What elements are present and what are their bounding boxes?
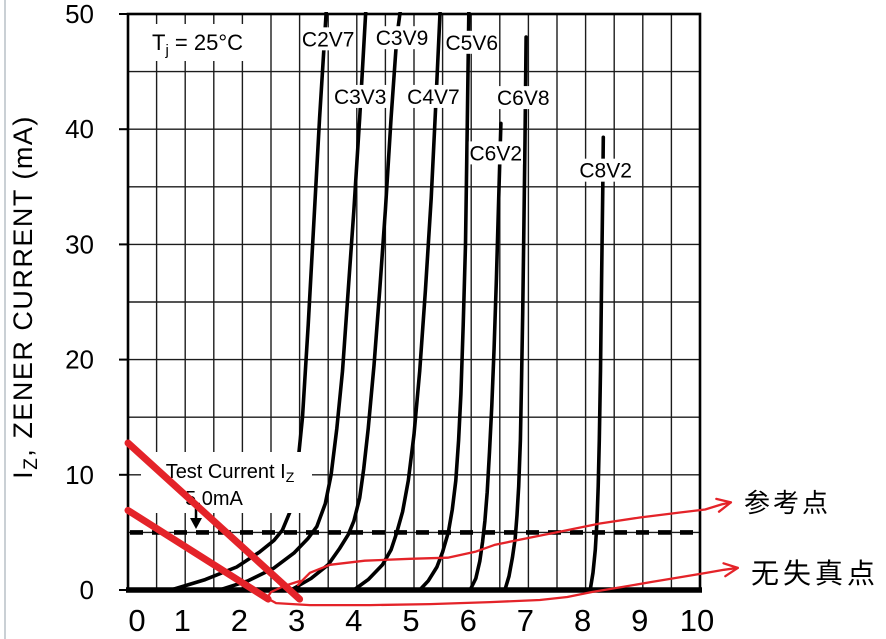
pointer-line-reference-point xyxy=(296,501,733,587)
curve-C8V2 xyxy=(588,135,606,592)
curve-label-C4V7: C4V7 xyxy=(407,86,460,109)
no-distortion-point-label: 无失真点 xyxy=(751,557,879,590)
y-tick-label: 30 xyxy=(65,229,94,259)
curve-label-box-C3V3 xyxy=(333,84,388,108)
y-axis-title: IZ, ZENER CURRENT (mA) xyxy=(8,115,42,479)
curve-C3V9 xyxy=(289,12,402,592)
curve-C4V7 xyxy=(352,12,442,592)
curve-label-box-C8V2 xyxy=(578,158,633,182)
curve-label-C8V2: C8V2 xyxy=(579,160,632,183)
y-tick-label: 50 xyxy=(65,0,94,29)
y-axis-title-rest: , ZENER CURRENT (mA) xyxy=(8,115,38,457)
annotation-texts: 参考点 无失真点 xyxy=(744,489,879,590)
curve-label-box-C2V7 xyxy=(301,27,356,51)
reference-point-label: 参考点 xyxy=(744,489,831,519)
temperature-note-box xyxy=(140,24,257,61)
curve-C5V6 xyxy=(417,12,471,592)
curve-label-C6V8: C6V8 xyxy=(497,87,550,110)
curve-label-box-C4V7 xyxy=(406,84,461,108)
red-load-line xyxy=(124,506,272,603)
y-tick-label: 20 xyxy=(65,345,94,375)
test-current-arrow-head xyxy=(190,518,202,529)
curve-label-C2V7: C2V7 xyxy=(302,28,355,51)
y-tick-label: 40 xyxy=(65,114,94,144)
curve-label-box-C6V8 xyxy=(496,86,551,110)
x-tick-label: 6 xyxy=(460,603,477,638)
curve-C3V3 xyxy=(217,12,368,592)
x-tick-label: 4 xyxy=(345,603,362,638)
temperature-note: Tj = 25°C xyxy=(152,30,243,59)
curve-C6V8 xyxy=(503,35,528,592)
test-current-note-line1: Test Current IZ xyxy=(166,461,295,485)
inner-labels: Tj = 25°C Test Current IZ 5.0mA C2V7C3V3… xyxy=(140,24,633,529)
curve-label-C3V9: C3V9 xyxy=(376,27,429,50)
x-tick-label: 2 xyxy=(231,603,248,638)
y-tick-label: 10 xyxy=(65,460,94,490)
red-load-line xyxy=(124,439,304,603)
x-tick-label: 1 xyxy=(174,603,191,638)
curve-label-C5V6: C5V6 xyxy=(446,32,499,55)
y-axis-title-prefix: I xyxy=(8,470,38,479)
x-tick-label: 3 xyxy=(288,603,305,638)
x-tick-label: 8 xyxy=(574,603,591,638)
y-tick-label: 0 xyxy=(80,575,94,605)
test-current-text: Test Current I xyxy=(166,461,286,483)
temperature-note-prefix: T xyxy=(152,30,165,55)
temperature-note-rest: = 25°C xyxy=(169,30,243,55)
test-current-sub: Z xyxy=(286,469,295,485)
x-tick-label: 5 xyxy=(402,603,419,638)
pointer-arrowhead-reference-point xyxy=(715,497,733,513)
y-axis-title-sub: Z xyxy=(21,457,42,470)
x-tick-label: 0 xyxy=(128,603,145,638)
curve-label-box-C5V6 xyxy=(444,30,499,54)
curve-label-box-C3V9 xyxy=(374,26,429,50)
curve-label-C6V2: C6V2 xyxy=(470,142,523,165)
curve-C6V2 xyxy=(468,121,503,592)
x-tick-label: 9 xyxy=(631,603,648,638)
curve-label-box-C6V2 xyxy=(468,141,523,165)
x-tick-label: 7 xyxy=(517,603,534,638)
x-tick-label: 10 xyxy=(680,603,714,638)
pointer-arrowhead-no-distortion-point xyxy=(722,562,739,578)
pointer-line-no-distortion-point xyxy=(265,566,739,607)
temperature-note-sub: j xyxy=(164,42,168,59)
red-annotations xyxy=(124,439,739,607)
grid-lines xyxy=(128,14,700,590)
curve-label-C3V3: C3V3 xyxy=(334,86,387,109)
